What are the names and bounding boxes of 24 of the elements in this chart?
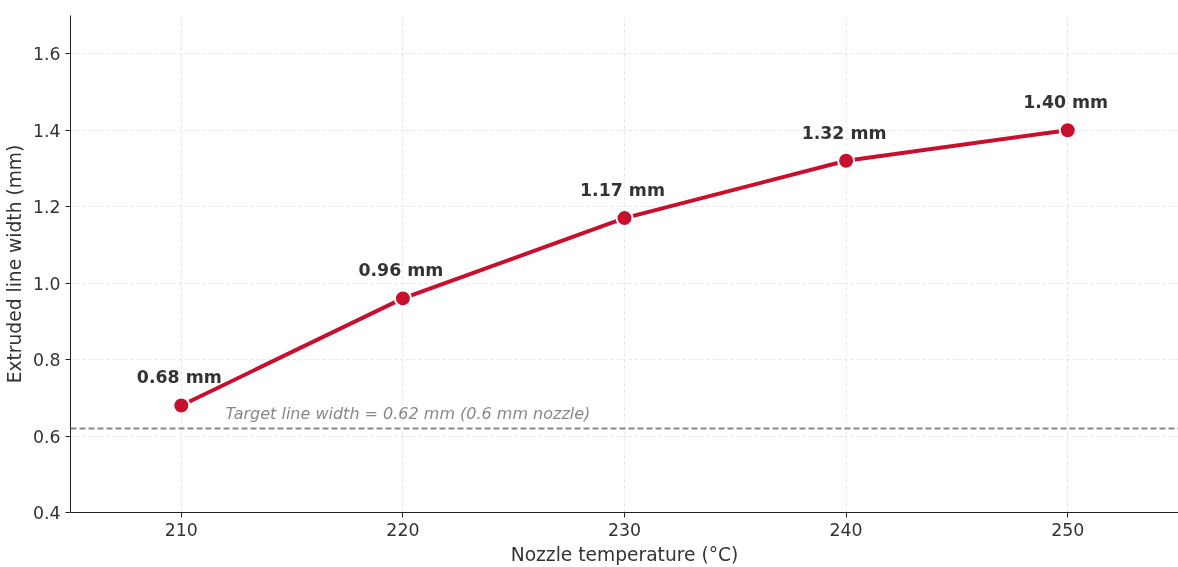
x-tick-label: 240 xyxy=(829,519,863,540)
y-axis-title: Extruded line width (mm) xyxy=(3,144,25,384)
data-label: 0.68 mm xyxy=(136,367,222,388)
data-label: 1.17 mm xyxy=(580,180,665,201)
y-tick-label: 0.6 xyxy=(32,426,61,447)
point xyxy=(1058,121,1077,140)
y-tick-label: 1.0 xyxy=(32,273,61,294)
x-tick-label: 220 xyxy=(386,519,420,540)
x-tick-label: 230 xyxy=(607,519,642,540)
x-tick-label: 210 xyxy=(164,519,198,540)
point xyxy=(837,151,856,170)
y-tick-label: 1.6 xyxy=(32,44,61,65)
x-tick-label: 250 xyxy=(1051,519,1085,540)
point xyxy=(393,289,412,308)
y-tick-label: 0.8 xyxy=(32,350,61,371)
y-tick-label: 1.2 xyxy=(32,197,61,218)
data-label: 0.96 mm xyxy=(358,260,444,281)
ref-line-label: Target line width = 0.62 mm (0.6 mm nozzle) xyxy=(225,404,591,424)
y-tick-label: 1.4 xyxy=(32,120,61,141)
data-label: 1.32 mm xyxy=(801,122,887,143)
x-axis-title: Nozzle temperature (°C) xyxy=(510,543,739,565)
data-label: 1.40 mm xyxy=(1023,92,1109,113)
y-tick-label: 0.4 xyxy=(32,503,61,523)
point xyxy=(172,396,191,415)
